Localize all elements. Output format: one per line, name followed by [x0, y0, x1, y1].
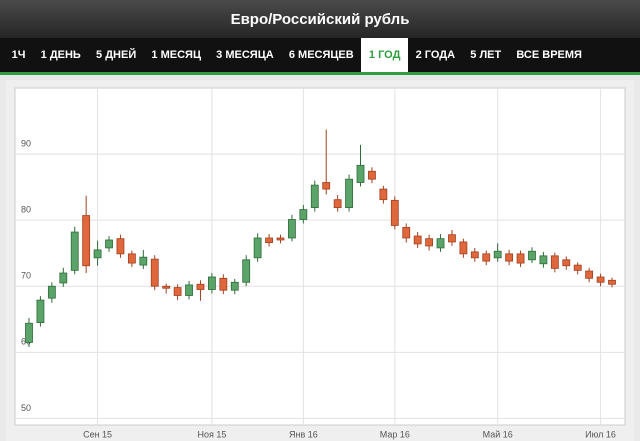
candle-body: [185, 284, 193, 296]
y-tick-label: 90: [21, 138, 31, 148]
candle-body: [276, 237, 285, 241]
candle-body: [402, 227, 411, 239]
x-tick-label: Июл 16: [585, 429, 616, 439]
candle-body: [322, 182, 331, 190]
y-tick-label: 50: [21, 403, 31, 413]
candle-body: [596, 276, 605, 283]
x-tick-label: Ноя 15: [197, 429, 226, 439]
header-title: Евро/Российский рубль: [0, 0, 640, 38]
candle-body: [436, 238, 445, 249]
candle-body: [425, 238, 433, 247]
candle-body: [539, 255, 548, 265]
candle-body: [448, 234, 456, 243]
candle-body: [127, 253, 136, 264]
candle-body: [242, 259, 251, 283]
tab[interactable]: 2 ГОДА: [415, 49, 456, 61]
tab[interactable]: 3 МЕСЯЦА: [216, 49, 274, 61]
candle-body: [482, 253, 491, 262]
candle-body: [608, 279, 616, 285]
candle-body: [59, 272, 68, 284]
candle-body: [36, 299, 45, 323]
candle-body: [47, 285, 56, 299]
candle-body: [562, 259, 571, 267]
y-tick-label: 80: [21, 205, 31, 215]
x-tick-label: Сен 15: [83, 429, 112, 439]
candle-body: [390, 199, 399, 226]
tab[interactable]: 5 ДНЕЙ: [96, 49, 137, 61]
candle-body: [162, 285, 171, 289]
candle-body: [470, 251, 479, 259]
candle-body: [493, 250, 502, 259]
candle-body: [356, 164, 365, 183]
tab[interactable]: 5 ЛЕТ: [470, 49, 502, 61]
candle-body: [173, 287, 182, 296]
tab[interactable]: 1 МЕСЯЦ: [151, 49, 201, 61]
candle-body: [550, 255, 559, 269]
candle-body: [93, 249, 102, 259]
candle-body: [310, 184, 319, 209]
candle-body: [25, 322, 33, 343]
candle-body: [585, 270, 594, 279]
tab[interactable]: 1 ДЕНЬ: [40, 49, 81, 61]
candle-body: [333, 199, 342, 209]
x-tick-label: Мар 16: [380, 429, 410, 439]
candle-body: [196, 283, 205, 290]
candle-body: [288, 219, 296, 239]
candle-body: [139, 256, 148, 266]
candle-body: [150, 258, 159, 287]
candle-body: [219, 277, 228, 291]
candle-body: [573, 264, 582, 271]
tab[interactable]: 1 ГОД: [361, 38, 409, 72]
tab[interactable]: 6 МЕСЯЦЕВ: [288, 49, 354, 61]
candle-body: [459, 241, 468, 255]
x-tick-label: Янв 16: [289, 429, 318, 439]
candle-body: [516, 253, 525, 264]
candle-body: [105, 239, 113, 249]
candle-body: [299, 209, 308, 220]
candle-body: [265, 237, 273, 244]
candle-body: [230, 281, 239, 291]
candle-body: [82, 215, 91, 267]
tab[interactable]: 1Ч: [11, 49, 26, 61]
candle-body: [368, 170, 376, 180]
candle-body: [413, 235, 422, 245]
candle-body: [379, 188, 388, 201]
candle-body: [528, 250, 536, 261]
candle-body: [208, 276, 216, 290]
y-tick-label: 70: [21, 271, 31, 281]
candle-body: [70, 231, 79, 271]
tab[interactable]: ВСЕ ВРЕМЯ: [516, 49, 582, 61]
candle-body: [505, 253, 514, 262]
candle-body: [116, 238, 125, 255]
candle-body: [253, 237, 262, 259]
candle-body: [345, 178, 353, 209]
x-tick-label: Май 16: [483, 429, 513, 439]
tab-bar: 1Ч 1 ДЕНЬ 5 ДНЕЙ 1 МЕСЯЦ 3 МЕСЯЦА 6 МЕСЯЦЕВ 1 …: [0, 38, 640, 75]
